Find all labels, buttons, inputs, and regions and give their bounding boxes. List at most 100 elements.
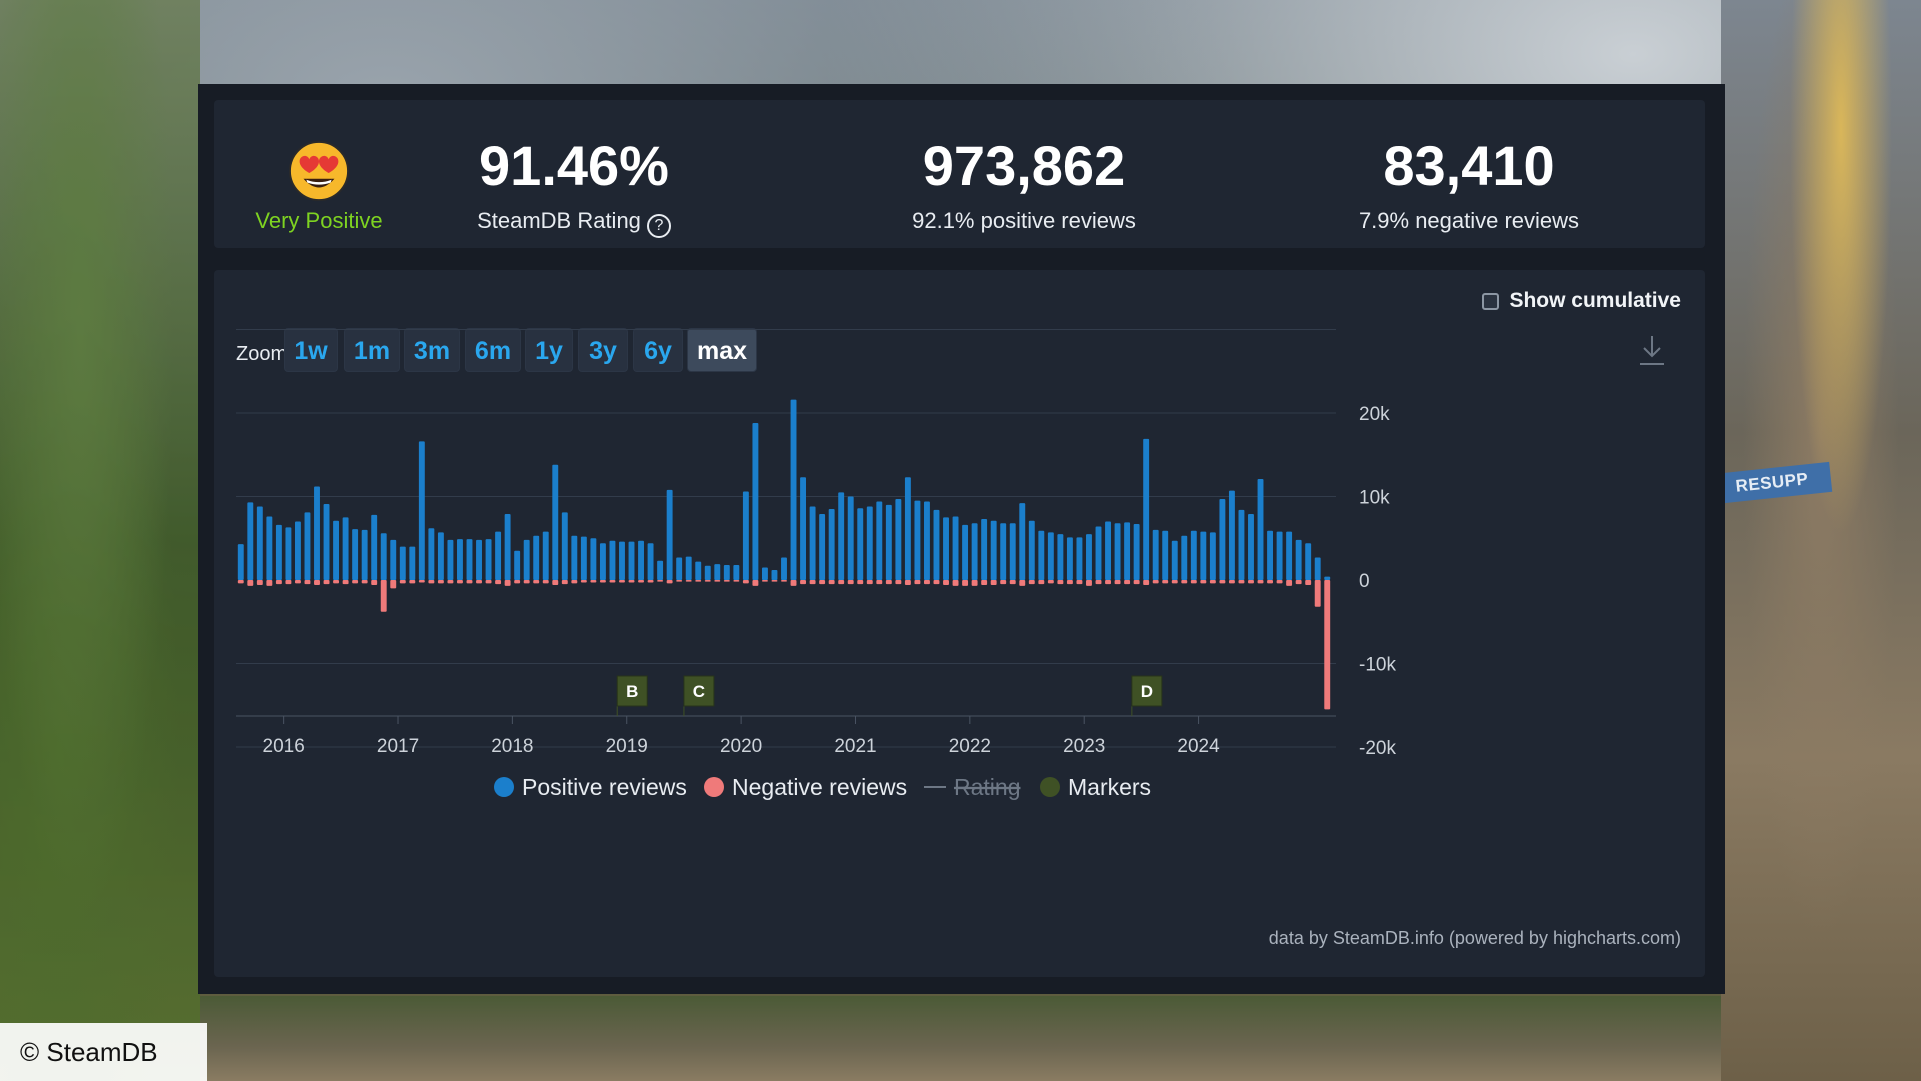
positive-count: 973,862	[922, 134, 1126, 197]
positive-bar	[1276, 531, 1283, 580]
positive-bar	[371, 514, 378, 580]
negative-bar	[952, 580, 959, 586]
positive-bar	[542, 531, 549, 580]
x-tick-label: 2017	[377, 736, 419, 757]
positive-bar	[628, 541, 635, 580]
positive-bar	[599, 543, 606, 580]
positive-bar	[1171, 540, 1178, 580]
positive-bar	[361, 529, 368, 580]
zoom-button-6m[interactable]: 6m	[465, 328, 521, 372]
show-cumulative-checkbox[interactable]	[1482, 292, 1500, 310]
negative-bar	[1152, 580, 1159, 584]
negative-bar	[1114, 580, 1121, 585]
negative-bar	[580, 580, 587, 583]
legend-rating[interactable]: Rating	[924, 774, 1020, 800]
positive-bar	[742, 491, 749, 580]
chart-legend: Positive reviews Negative reviews Rating Ma…	[494, 774, 1151, 800]
show-cumulative-toggle[interactable]: Show cumulative	[1482, 288, 1681, 314]
help-icon[interactable]: ?	[646, 214, 671, 238]
zoom-button-1m[interactable]: 1m	[344, 328, 400, 372]
positive-bar	[704, 565, 711, 580]
positive-bar	[1057, 534, 1064, 580]
zoom-button-max[interactable]: max	[687, 328, 757, 372]
positive-label: 92.1% positive reviews	[912, 208, 1136, 233]
positive-bar	[761, 567, 768, 580]
download-icon[interactable]	[1637, 332, 1667, 368]
negative-bar	[542, 580, 549, 584]
positive-bar	[800, 477, 807, 580]
negative-bar	[809, 580, 816, 585]
steamdb-rating-label: SteamDB Rating	[477, 208, 641, 233]
positive-bar	[1228, 490, 1235, 580]
negative-bar	[237, 580, 244, 584]
negative-bar	[866, 580, 873, 585]
negative-bar	[1248, 580, 1254, 584]
positive-bar	[1181, 535, 1188, 580]
negative-bar	[1133, 580, 1140, 585]
show-cumulative-label: Show cumulative	[1509, 289, 1681, 312]
positive-bar	[447, 539, 454, 580]
negative-bar	[256, 580, 263, 586]
positive-bar	[1047, 532, 1054, 580]
zoom-button-3y[interactable]: 3y	[578, 328, 628, 372]
positive-bar	[657, 560, 664, 580]
negative-bar	[1009, 580, 1016, 585]
positive-bar	[1095, 526, 1102, 580]
negative-bar	[275, 580, 282, 585]
zoom-label: Zoom	[236, 343, 288, 365]
negative-bar	[990, 580, 997, 586]
negative-bar	[1228, 580, 1235, 584]
positive-bar	[647, 543, 654, 580]
steamdb-rating-value: 91.46%	[479, 134, 669, 197]
negative-bar	[342, 580, 349, 585]
positive-bar	[1086, 534, 1092, 580]
negative-bar	[561, 580, 568, 585]
legend-markers[interactable]: Markers	[1040, 774, 1151, 800]
negative-bar	[1057, 580, 1064, 585]
x-tick-label: 2023	[1063, 736, 1105, 757]
zoom-button-6y[interactable]: 6y	[633, 328, 683, 372]
zoom-button-1w[interactable]: 1w	[284, 328, 338, 372]
legend-negative[interactable]: Negative reviews	[704, 774, 907, 800]
negative-bar	[790, 580, 797, 586]
x-tick-label: 2018	[491, 736, 533, 757]
positive-bar	[1257, 478, 1264, 580]
positive-bar	[485, 539, 492, 580]
positive-bar	[571, 535, 578, 580]
negative-bar	[409, 580, 416, 584]
negative-bar	[1209, 580, 1216, 584]
positive-bar	[1009, 523, 1016, 580]
positive-bar	[1124, 522, 1131, 580]
positive-bar	[1000, 523, 1007, 580]
y-tick-label: 20k	[1359, 404, 1390, 425]
positive-bar	[275, 524, 282, 580]
positive-bar	[428, 528, 435, 580]
positive-bar	[876, 501, 883, 580]
positive-bar	[609, 540, 616, 580]
positive-bar	[437, 532, 444, 580]
negative-bar	[1019, 580, 1026, 586]
positive-bar	[409, 546, 416, 580]
positive-bar	[809, 506, 816, 580]
chart-grid	[236, 329, 1336, 748]
negative-bar	[895, 580, 902, 585]
zoom-button-1y[interactable]: 1y	[525, 328, 573, 372]
negative-bar	[1162, 580, 1169, 584]
negative-bar	[914, 580, 921, 585]
negative-bar	[609, 580, 616, 583]
positive-bar	[457, 539, 463, 580]
legend-symbol	[1040, 777, 1060, 797]
negative-bar	[294, 580, 301, 584]
positive-bar	[285, 527, 292, 580]
zoom-button-3m[interactable]: 3m	[404, 328, 460, 372]
positive-bar	[1295, 539, 1302, 580]
negative-bar	[647, 580, 654, 583]
positive-bar	[266, 516, 273, 580]
positive-bar	[895, 499, 902, 580]
background-foliage-left	[0, 0, 200, 1081]
negative-bar	[638, 580, 644, 583]
legend-symbol	[494, 777, 514, 797]
legend-positive[interactable]: Positive reviews	[494, 774, 687, 800]
positive-bar	[619, 541, 625, 580]
positive-bar	[838, 492, 845, 580]
